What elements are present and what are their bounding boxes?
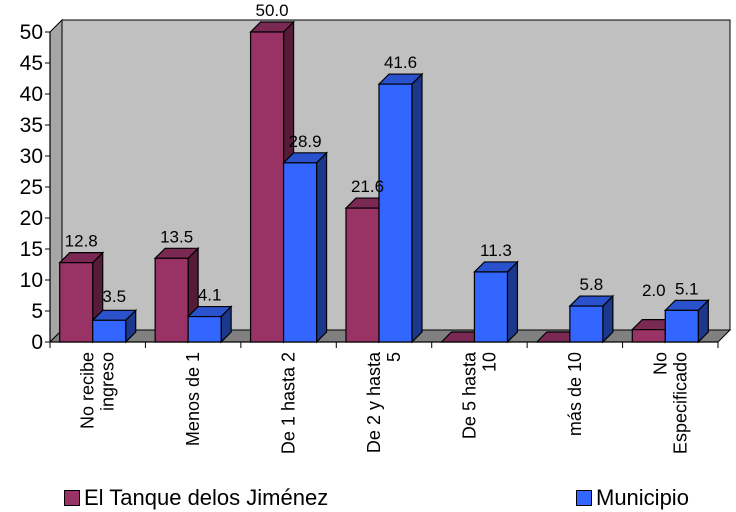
data-label: 50.0 — [256, 1, 289, 20]
x-category-label: De 5 hasta10 — [459, 351, 499, 439]
bar-municipio-6 — [663, 298, 710, 344]
x-category-label: Menos de 1 — [183, 352, 203, 446]
x-category-label: más de 10 — [565, 352, 585, 436]
bar-municipio-5 — [568, 294, 615, 344]
x-category-label: NoEspecificado — [650, 352, 690, 454]
bar-municipio-4 — [472, 260, 519, 344]
bar-municipio-2 — [282, 151, 329, 344]
y-tick-label: 45 — [20, 52, 43, 75]
legend-swatch-municipio — [576, 490, 592, 506]
data-label: 11.3 — [480, 241, 512, 260]
x-category-label: De 2 y hasta5 — [364, 351, 404, 453]
data-label: 12.8 — [65, 232, 98, 251]
y-tick-label: 5 — [31, 300, 43, 323]
y-tick-label: 40 — [20, 83, 43, 106]
legend-item-tanque: El Tanque delos Jiménez — [64, 484, 328, 512]
bar-municipio-1 — [186, 305, 233, 344]
y-tick-label: 15 — [20, 238, 43, 261]
data-label: 4.1 — [198, 286, 222, 305]
data-label: 13.5 — [160, 227, 193, 246]
data-label: 2.0 — [642, 281, 666, 300]
data-label: 41.6 — [384, 53, 417, 72]
chart-axes: 0 5 10 15 20 25 30 35 40 45 50 — [20, 21, 719, 354]
data-label: 3.5 — [102, 287, 126, 306]
x-category-label: De 1 hasta 2 — [279, 352, 299, 454]
chart-data-labels: 12.8 3.5 13.5 4.1 50.0 28.9 21.6 41.6 11.3 5.8 2.0… — [65, 1, 699, 306]
data-label: 21.6 — [351, 177, 384, 196]
bar-municipio-3 — [377, 72, 424, 344]
y-tick-label: 20 — [20, 207, 43, 230]
data-label: 5.8 — [580, 275, 604, 294]
bar-chart: 0 5 10 15 20 25 30 35 40 45 50 12.8 3.5 13.5 4.1 50.0 2… — [20, 1, 732, 454]
data-label: 5.1 — [675, 279, 699, 298]
y-tick-label: 0 — [31, 331, 43, 354]
y-tick-label: 25 — [20, 176, 43, 199]
y-tick-label: 30 — [20, 145, 43, 168]
y-tick-label: 35 — [20, 114, 43, 137]
y-tick-label: 10 — [20, 269, 43, 292]
chart-bars — [58, 20, 710, 344]
bar-municipio-0 — [91, 308, 138, 344]
legend-item-municipio: Municipio — [576, 484, 689, 512]
data-label: 28.9 — [289, 132, 322, 151]
legend-label-tanque: El Tanque delos Jiménez — [84, 485, 329, 510]
legend-label-municipio: Municipio — [596, 485, 689, 510]
x-category-label: No recibeingreso — [78, 352, 118, 429]
legend-swatch-tanque — [64, 490, 80, 506]
y-tick-label: 50 — [20, 21, 43, 44]
chart-x-labels: No recibeingreso Menos de 1 De 1 hasta 2 De… — [78, 351, 691, 454]
